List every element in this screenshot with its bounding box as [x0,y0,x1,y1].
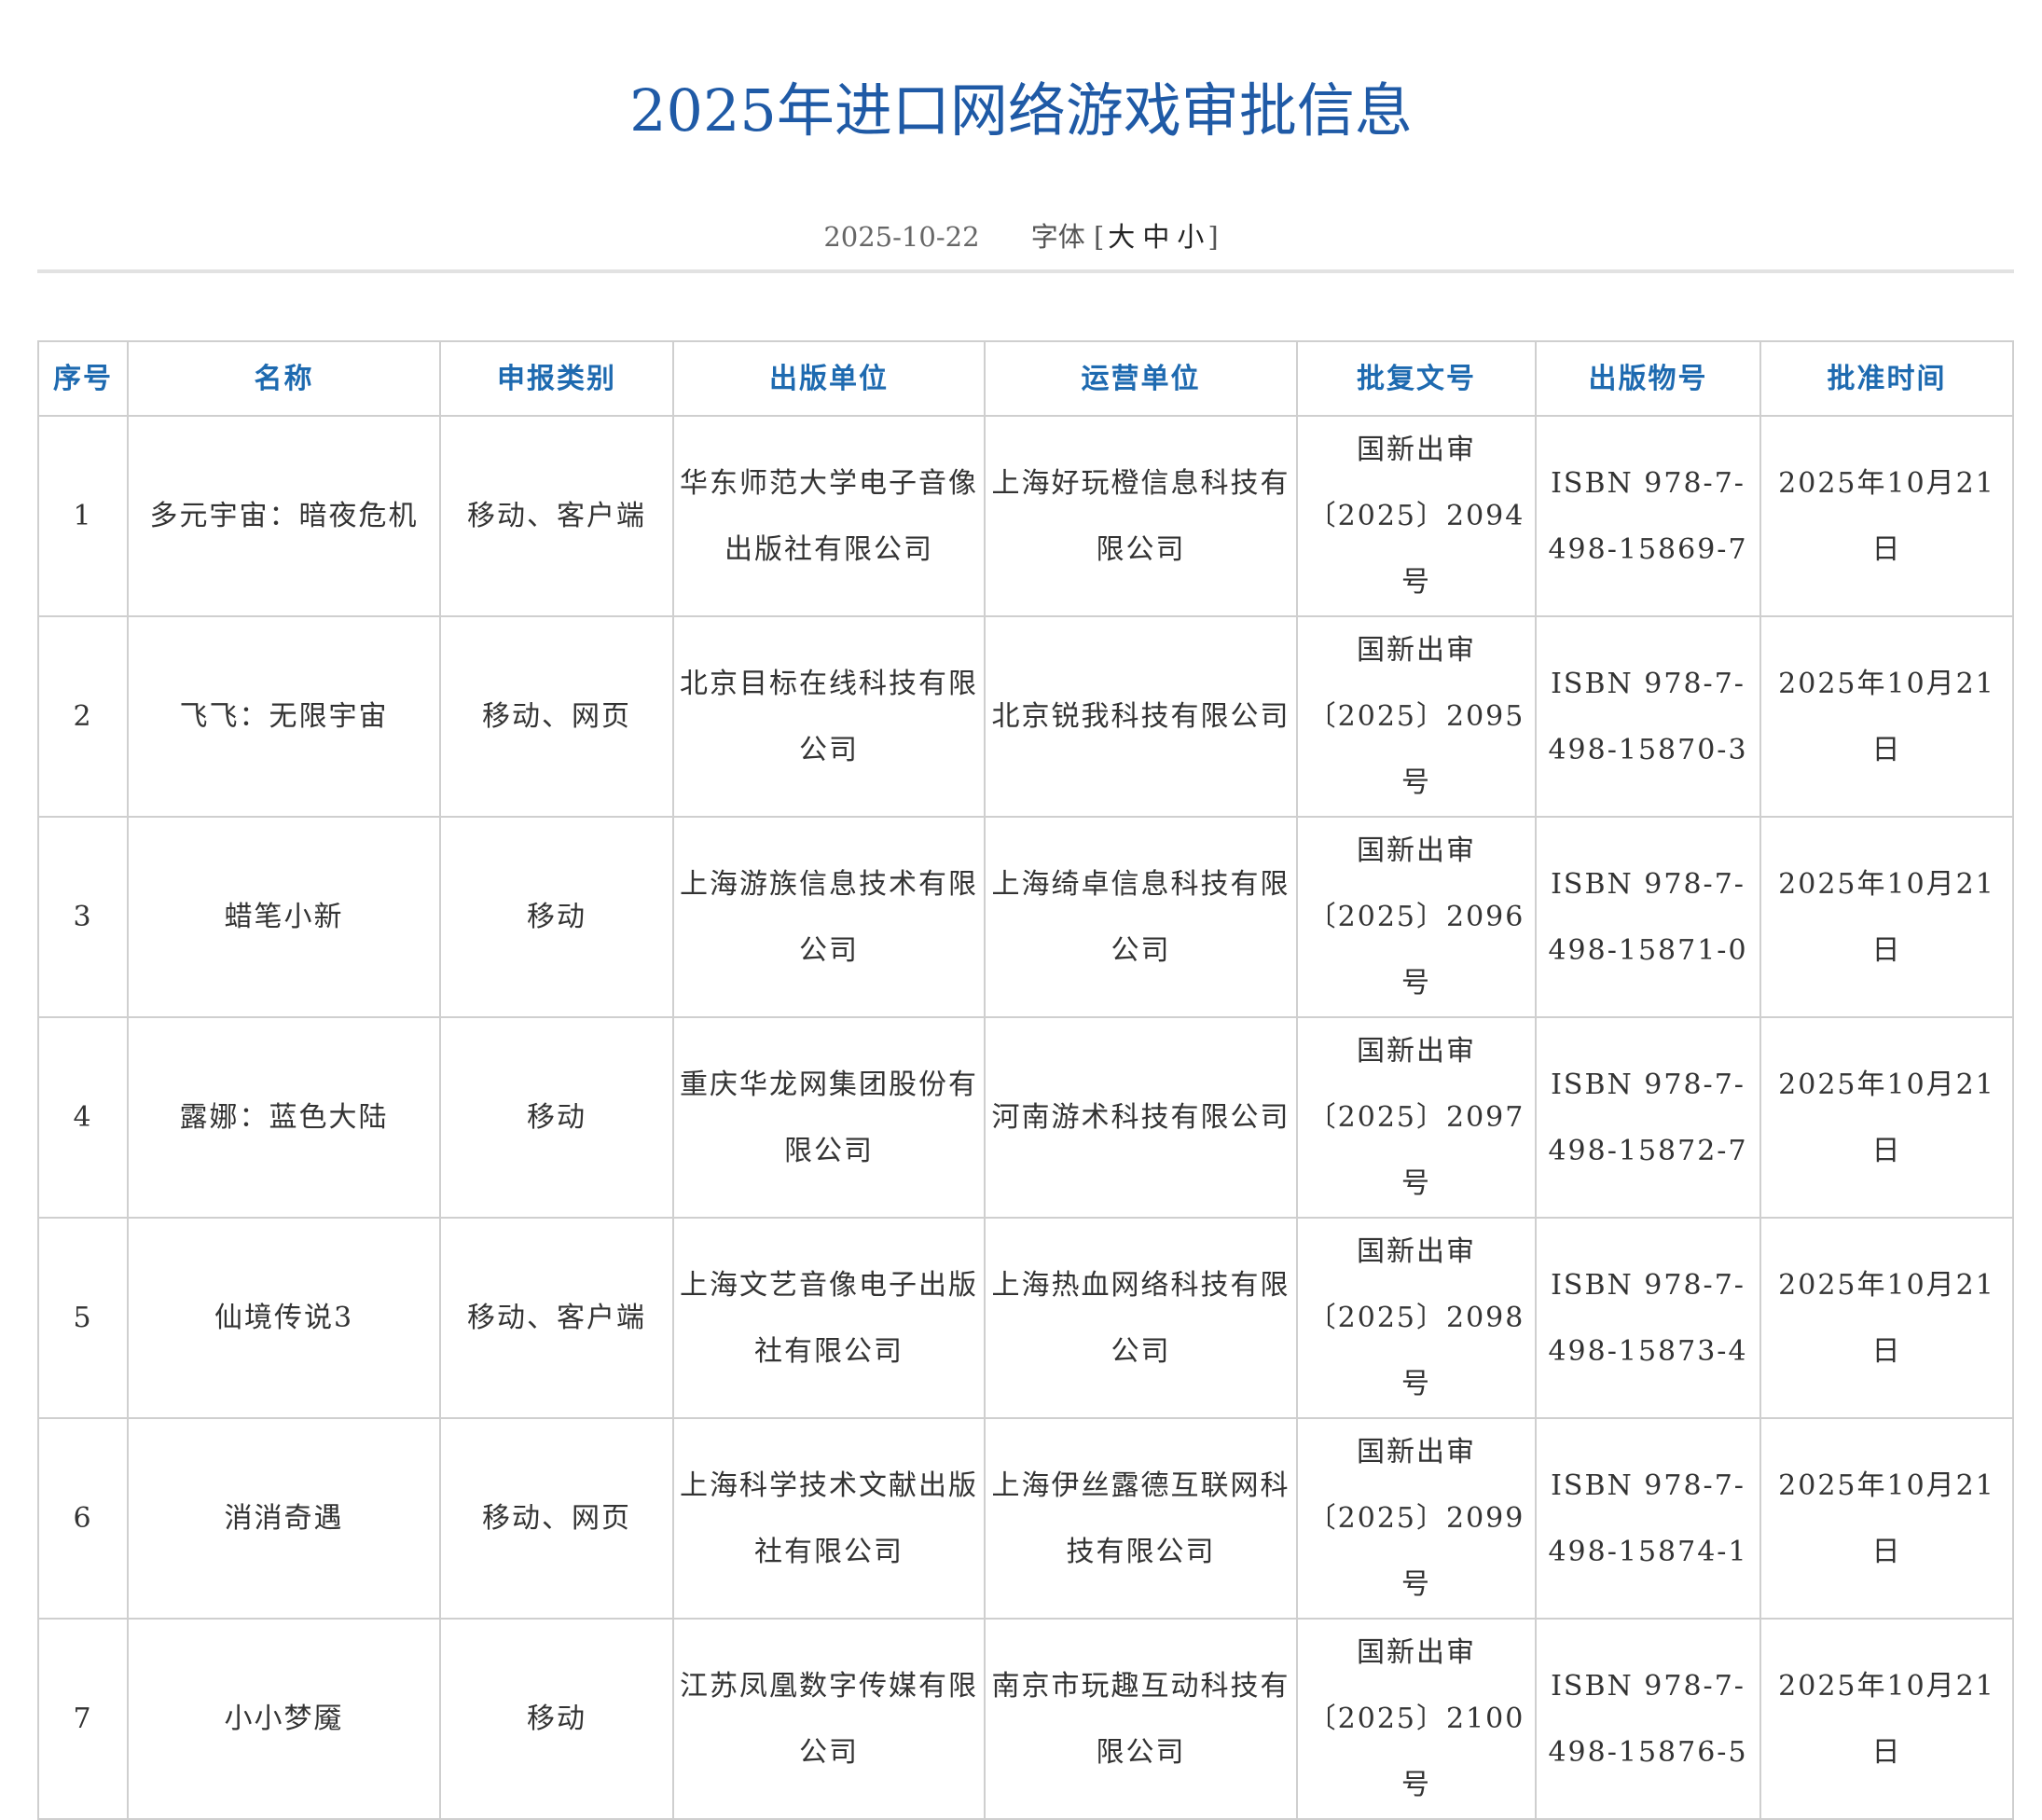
cell-index: 2 [37,615,129,818]
cell-operator: 上海热血网络科技有限公司 [984,1217,1298,1419]
cell-isbn: ISBN 978-7-498-15874-1 [1535,1417,1761,1620]
font-size-label: 字体 [1030,221,1085,253]
cell-publisher: 华东师范大学电子音像出版社有限公司 [672,415,986,617]
cell-operator: 上海好玩橙信息科技有限公司 [984,415,1298,617]
header-isbn: 出版物号 [1535,340,1761,417]
cell-category: 移动、客户端 [439,1217,674,1419]
cell-name: 仙境传说3 [127,1217,441,1419]
cell-approval-no: 国新出审〔2025〕2100号 [1296,1618,1537,1820]
cell-approval-date: 2025年10月21日 [1759,1618,2014,1820]
approval-table: 序号 名称 申报类别 出版单位 运营单位 批复文号 出版物号 批准时间 1 多元宇… [37,340,2014,1820]
cell-publisher: 重庆华龙网集团股份有限公司 [672,1016,986,1219]
cell-category: 移动 [439,816,674,1018]
cell-isbn: ISBN 978-7-498-15876-5 [1535,1618,1761,1820]
font-size-medium[interactable]: 中 [1142,221,1170,253]
header-category: 申报类别 [439,340,674,417]
cell-isbn: ISBN 978-7-498-15869-7 [1535,415,1761,617]
header-index: 序号 [37,340,129,417]
cell-isbn: ISBN 978-7-498-15873-4 [1535,1217,1761,1419]
cell-approval-date: 2025年10月21日 [1759,1417,2014,1620]
cell-approval-no: 国新出审〔2025〕2094号 [1296,415,1537,617]
cell-index: 4 [37,1016,129,1219]
cell-publisher: 上海科学技术文献出版社有限公司 [672,1417,986,1620]
cell-isbn: ISBN 978-7-498-15871-0 [1535,816,1761,1018]
cell-category: 移动、网页 [439,615,674,818]
table-row: 7 小小梦魇 移动 江苏凤凰数字传媒有限公司 南京市玩趣互动科技有限公司 国新出审〔202… [37,1618,2014,1820]
cell-approval-no: 国新出审〔2025〕2097号 [1296,1016,1537,1219]
font-size-switcher: 字体 [大中小] [1030,221,1219,253]
cell-publisher: 北京目标在线科技有限公司 [672,615,986,818]
cell-index: 5 [37,1217,129,1419]
table-row: 5 仙境传说3 移动、客户端 上海文艺音像电子出版社有限公司 上海热血网络科技有限公司国… [37,1217,2014,1419]
cell-isbn: ISBN 978-7-498-15870-3 [1535,615,1761,818]
table-header-row: 序号 名称 申报类别 出版单位 运营单位 批复文号 出版物号 批准时间 [37,340,2014,417]
cell-index: 3 [37,816,129,1018]
header-operator: 运营单位 [984,340,1298,417]
cell-category: 移动 [439,1618,674,1820]
cell-operator: 上海绮卓信息科技有限公司 [984,816,1298,1018]
cell-category: 移动、网页 [439,1417,674,1620]
header-approval-no: 批复文号 [1296,340,1537,417]
header-publisher: 出版单位 [672,340,986,417]
page-title: 2025年进口网络游戏审批信息 [629,76,1413,145]
cell-approval-date: 2025年10月21日 [1759,1016,2014,1219]
table-row: 4 露娜：蓝色大陆 移动 重庆华龙网集团股份有限公司 河南游术科技有限公司 国新出审〔20… [37,1016,2014,1219]
cell-approval-date: 2025年10月21日 [1759,415,2014,617]
cell-approval-date: 2025年10月21日 [1759,615,2014,818]
cell-index: 1 [37,415,129,617]
table-row: 1 多元宇宙：暗夜危机 移动、客户端 华东师范大学电子音像出版社有限公司 上海好玩橙信息… [37,415,2014,617]
cell-publisher: 江苏凤凰数字传媒有限公司 [672,1618,986,1820]
header-name: 名称 [127,340,441,417]
cell-publisher: 上海文艺音像电子出版社有限公司 [672,1217,986,1419]
cell-operator: 河南游术科技有限公司 [984,1016,1298,1219]
cell-approval-date: 2025年10月21日 [1759,816,2014,1018]
table-row: 3 蜡笔小新 移动 上海游族信息技术有限公司 上海绮卓信息科技有限公司 国新出审〔2025… [37,816,2014,1018]
cell-approval-no: 国新出审〔2025〕2099号 [1296,1417,1537,1620]
cell-operator: 北京锐我科技有限公司 [984,615,1298,818]
cell-approval-no: 国新出审〔2025〕2096号 [1296,816,1537,1018]
cell-category: 移动 [439,1016,674,1219]
cell-operator: 南京市玩趣互动科技有限公司 [984,1618,1298,1820]
cell-name: 飞飞：无限宇宙 [127,615,441,818]
cell-index: 7 [37,1618,129,1820]
cell-approval-date: 2025年10月21日 [1759,1217,2014,1419]
meta-line: 2025-10-22 字体 [大中小] [0,216,2042,257]
publish-date: 2025-10-22 [823,221,980,253]
divider [37,269,2014,273]
cell-approval-no: 国新出审〔2025〕2098号 [1296,1217,1537,1419]
cell-name: 露娜：蓝色大陆 [127,1016,441,1219]
table-row: 2 飞飞：无限宇宙 移动、网页 北京目标在线科技有限公司 北京锐我科技有限公司 国新出审〔… [37,615,2014,818]
cell-index: 6 [37,1417,129,1620]
font-size-small[interactable]: 小 [1177,221,1205,253]
cell-approval-no: 国新出审〔2025〕2095号 [1296,615,1537,818]
cell-publisher: 上海游族信息技术有限公司 [672,816,986,1018]
cell-isbn: ISBN 978-7-498-15872-7 [1535,1016,1761,1219]
font-size-large[interactable]: 大 [1108,221,1136,253]
cell-operator: 上海伊丝露德互联网科技有限公司 [984,1417,1298,1620]
cell-name: 蜡笔小新 [127,816,441,1018]
cell-name: 小小梦魇 [127,1618,441,1820]
cell-category: 移动、客户端 [439,415,674,617]
cell-name: 多元宇宙：暗夜危机 [127,415,441,617]
table-row: 6 消消奇遇 移动、网页 上海科学技术文献出版社有限公司 上海伊丝露德互联网科技有限公司… [37,1417,2014,1620]
header-approval-date: 批准时间 [1759,340,2014,417]
cell-name: 消消奇遇 [127,1417,441,1620]
